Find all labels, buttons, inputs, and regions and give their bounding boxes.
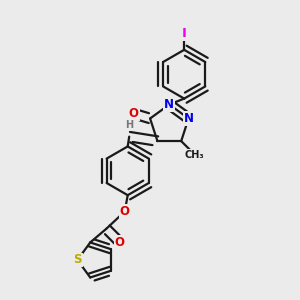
Text: CH₃: CH₃ xyxy=(185,150,205,160)
Text: O: O xyxy=(115,236,125,249)
Text: H: H xyxy=(125,120,133,130)
Text: O: O xyxy=(129,107,139,120)
Text: N: N xyxy=(164,98,174,111)
Text: I: I xyxy=(182,27,187,40)
Text: N: N xyxy=(184,112,194,125)
Text: S: S xyxy=(73,254,82,266)
Text: O: O xyxy=(120,205,130,218)
